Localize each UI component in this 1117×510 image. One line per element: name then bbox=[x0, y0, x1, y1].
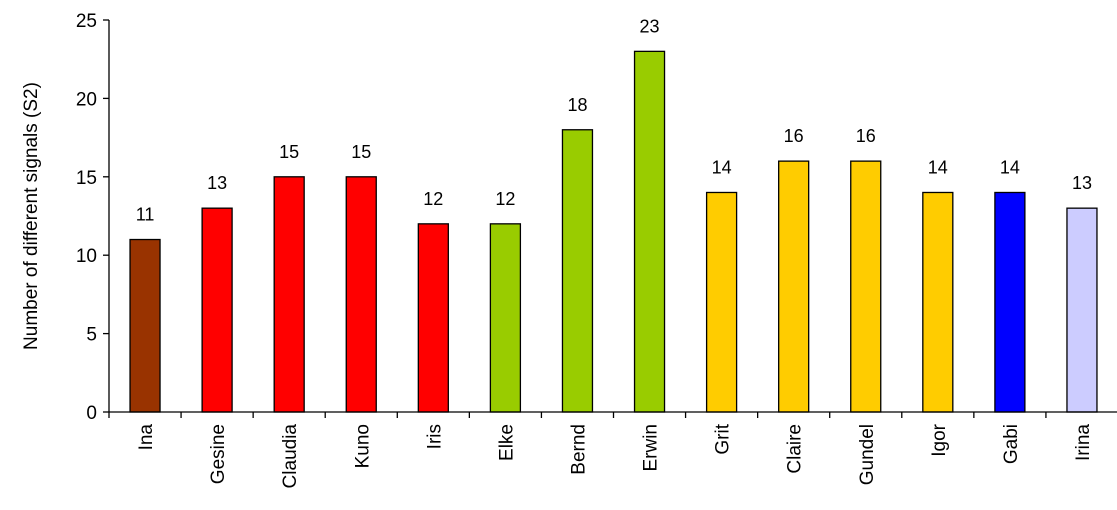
data-label-igor: 14 bbox=[928, 157, 948, 177]
x-tick-label-kuno: Kuno bbox=[352, 424, 373, 468]
bar-ina bbox=[129, 238, 161, 413]
x-tick-label-bernd: Bernd bbox=[568, 424, 589, 475]
data-label-irina: 13 bbox=[1072, 173, 1092, 193]
x-axis-ticks: Ina Gesine Claudia Kuno Iris Elke Bernd Erwin Gr… bbox=[108, 412, 1094, 489]
x-tick-label-iris: Iris bbox=[424, 424, 445, 449]
x-tick-label-igor: Igor bbox=[929, 423, 950, 456]
bar-irina bbox=[1066, 207, 1098, 413]
data-label-ina: 11 bbox=[136, 205, 155, 225]
data-label-gabi: 14 bbox=[1000, 157, 1020, 177]
bar-elke bbox=[489, 223, 522, 413]
bar-series bbox=[129, 50, 1098, 413]
data-label-elke: 12 bbox=[495, 189, 515, 209]
y-tick-label: 5 bbox=[86, 325, 97, 346]
data-label-claire: 16 bbox=[784, 126, 804, 146]
data-label-erwin: 23 bbox=[640, 16, 660, 36]
y-tick-label: 25 bbox=[76, 11, 97, 32]
x-tick-label-elke: Elke bbox=[496, 424, 517, 461]
x-tick-label-claire: Claire bbox=[785, 424, 806, 474]
y-axis-title: Number of different signals (S2) bbox=[21, 82, 42, 350]
bar-gabi bbox=[994, 191, 1026, 413]
bar-igor bbox=[922, 191, 954, 413]
data-label-grit: 14 bbox=[712, 157, 732, 177]
x-tick-label-gundel: Gundel bbox=[857, 424, 878, 485]
x-tick-label-ina: Ina bbox=[136, 424, 157, 451]
data-label-iris: 12 bbox=[423, 189, 443, 209]
x-tick-label-erwin: Erwin bbox=[641, 424, 662, 472]
x-tick-label-irina: Irina bbox=[1073, 424, 1094, 461]
data-label-gesine: 13 bbox=[207, 173, 227, 193]
bar-iris bbox=[417, 223, 449, 413]
y-tick-label: 15 bbox=[76, 168, 97, 189]
bar-gesine bbox=[201, 207, 233, 413]
bar-claire bbox=[778, 160, 810, 413]
bar-claudia bbox=[273, 176, 305, 413]
bar-kuno bbox=[345, 176, 377, 413]
bar-erwin bbox=[633, 50, 666, 413]
bar-bernd bbox=[561, 129, 594, 413]
x-tick-label-grit: Grit bbox=[713, 423, 734, 454]
y-tick-label: 20 bbox=[76, 89, 97, 110]
x-tick-label-gabi: Gabi bbox=[1001, 424, 1022, 464]
x-tick-label-gesine: Gesine bbox=[208, 424, 229, 484]
data-labels: 11 13 15 15 12 12 18 23 14 16 16 14 14 13 bbox=[136, 16, 1092, 224]
y-axis-ticks: 0 5 10 15 20 25 bbox=[76, 11, 109, 424]
bar-grit bbox=[705, 191, 738, 413]
x-tick-label-claudia: Claudia bbox=[280, 424, 301, 489]
y-tick-label: 10 bbox=[76, 246, 97, 267]
y-tick-label: 0 bbox=[86, 403, 97, 424]
data-label-bernd: 18 bbox=[567, 95, 587, 115]
data-label-claudia: 15 bbox=[279, 142, 299, 162]
data-label-gundel: 16 bbox=[856, 126, 876, 146]
data-label-kuno: 15 bbox=[351, 142, 371, 162]
bar-gundel bbox=[850, 160, 882, 413]
